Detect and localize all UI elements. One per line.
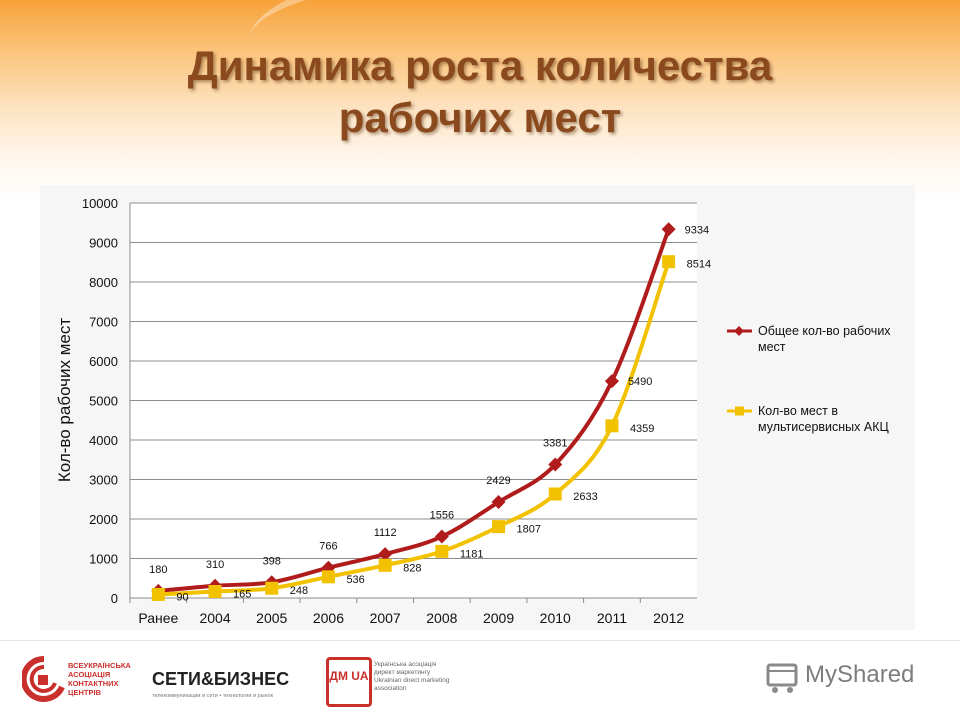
data-point-s1 — [548, 457, 563, 472]
data-labels: 180 310 398 766 1112 1556 2429 3381 5490 9334 90 16… — [149, 224, 711, 603]
legend-marker-1 — [734, 326, 744, 336]
data-label-s2: 8514 — [687, 259, 711, 271]
logo-myshared[interactable]: MyShared — [765, 655, 940, 705]
data-label-s2: 828 — [403, 562, 421, 574]
data-label-s1: 766 — [319, 541, 337, 553]
legend-marker-2 — [735, 406, 744, 416]
data-label-s2: 536 — [346, 574, 364, 586]
y-tick-label: 7000 — [89, 315, 118, 330]
slide-title-line1: Динамика роста количества — [187, 42, 773, 89]
legend-label-2: Кол-во мест в мультисервисных АКЦ — [758, 404, 890, 434]
slide-title-line2: рабочих мест — [338, 94, 622, 141]
y-tick-label: 9000 — [89, 236, 118, 251]
logo2-subtitle: телекоммуникации и сети • технологии и р… — [152, 693, 274, 699]
data-point-s2 — [605, 419, 619, 433]
logo1-line-3: КОНТАКТНИХ — [68, 679, 119, 688]
logo1-line-1: ВСЕУКРАЇНСЬКА — [68, 661, 131, 670]
y-tick-label: 4000 — [89, 433, 118, 448]
logo4-name: MyShared — [805, 661, 915, 688]
logo-seti-biznes: СЕТИ&БИЗНЕС телекоммуникации и сети • те… — [152, 655, 302, 705]
logo3-line-1: Українська асоціація — [374, 661, 437, 668]
data-label-s1: 310 — [206, 559, 224, 571]
data-point-s2 — [321, 570, 335, 584]
logo3-mark: ДМ UA — [329, 669, 369, 683]
x-tick-labels: Ранее 2004 2005 2006 2007 2008 2009 2010 2011 201… — [138, 610, 684, 626]
data-point-s2 — [435, 544, 449, 558]
y-tick-label: 0 — [111, 591, 118, 606]
data-label-s1: 3381 — [543, 437, 567, 449]
y-tick-label: 6000 — [89, 354, 118, 369]
legend: Общее кол-во рабочих мест Кол-во мест в мул… — [727, 324, 891, 434]
x-tick-label: Ранее — [138, 610, 178, 626]
x-tick-label: 2011 — [597, 610, 627, 626]
contact-center-logo-icon — [22, 655, 65, 702]
data-point-s1 — [661, 222, 676, 237]
data-point-s2 — [265, 581, 279, 595]
y-tick-label: 1000 — [89, 552, 118, 567]
logo3-line-4: association — [374, 685, 407, 692]
logo1-line-2: АСОЦІАЦІЯ — [68, 670, 111, 679]
cart-icon — [766, 663, 798, 693]
data-label-s2: 2633 — [573, 491, 597, 503]
x-tick-label: 2012 — [653, 610, 684, 626]
logo1-line-4: ЦЕНТРІВ — [68, 688, 101, 697]
data-point-s2 — [492, 520, 506, 534]
x-tick-label: 2005 — [256, 610, 287, 626]
series-markers — [151, 222, 676, 601]
data-point-s1 — [434, 529, 449, 544]
y-tick-label: 8000 — [89, 275, 118, 290]
y-tick-label: 2000 — [89, 512, 118, 527]
y-tick-label: 10000 — [82, 196, 118, 211]
x-tick-label: 2007 — [370, 610, 401, 626]
legend-label-1: Общее кол-во рабочих мест — [758, 324, 891, 354]
data-label-s1: 5490 — [628, 376, 652, 388]
data-point-s2 — [208, 584, 222, 598]
x-tick-label: 2004 — [199, 610, 230, 626]
data-label-s2: 4359 — [630, 423, 654, 435]
data-label-s1: 398 — [263, 555, 281, 567]
logo3-line-3: Ukrainian direct marketing — [374, 677, 450, 684]
data-point-s1 — [491, 495, 506, 510]
data-point-s1 — [378, 547, 393, 562]
data-label-s2: 1807 — [517, 524, 541, 536]
data-label-s2: 248 — [290, 585, 308, 597]
chart-grid — [129, 202, 697, 603]
footer-divider — [0, 640, 960, 641]
y-tick-label: 3000 — [89, 473, 118, 488]
data-label-s2: 165 — [233, 588, 251, 600]
logo2-name: СЕТИ&БИЗНЕС — [152, 669, 290, 689]
logo3-line-2: директ маркетингу — [374, 669, 431, 676]
data-label-s2: 90 — [176, 591, 188, 603]
data-label-s1: 9334 — [685, 224, 709, 236]
data-label-s2: 1181 — [460, 548, 484, 560]
logo-contact-centers: ВСЕУКРАЇНСЬКА АСОЦІАЦІЯ КОНТАКТНИХ ЦЕНТР… — [22, 655, 142, 705]
data-point-s1 — [604, 374, 619, 389]
data-label-s1: 180 — [149, 564, 167, 576]
dm-ua-logo-icon: ДМ UA — [326, 657, 372, 707]
data-label-s1: 1556 — [430, 510, 454, 522]
y-tick-labels: 0 1000 2000 3000 4000 5000 6000 7000 8000 9000 100… — [82, 196, 118, 606]
data-label-s1: 2429 — [486, 475, 510, 487]
x-tick-label: 2006 — [313, 610, 344, 626]
data-label-s1: 1112 — [374, 527, 397, 539]
data-point-s2 — [151, 587, 165, 601]
logo-dm-ua: ДМ UA Українська асоціація директ маркет… — [326, 655, 466, 707]
data-point-s2 — [548, 487, 562, 501]
data-point-s2 — [662, 255, 676, 269]
x-tick-label: 2008 — [426, 610, 457, 626]
x-tick-label: 2009 — [483, 610, 514, 626]
header-background — [0, 0, 960, 200]
line-chart: 0 1000 2000 3000 4000 5000 6000 7000 8000 9000 100… — [55, 196, 891, 626]
y-axis-label: Кол-во рабочих мест — [55, 318, 74, 483]
y-tick-label: 5000 — [89, 394, 118, 409]
data-point-s2 — [378, 558, 392, 572]
x-tick-label: 2010 — [540, 610, 571, 626]
